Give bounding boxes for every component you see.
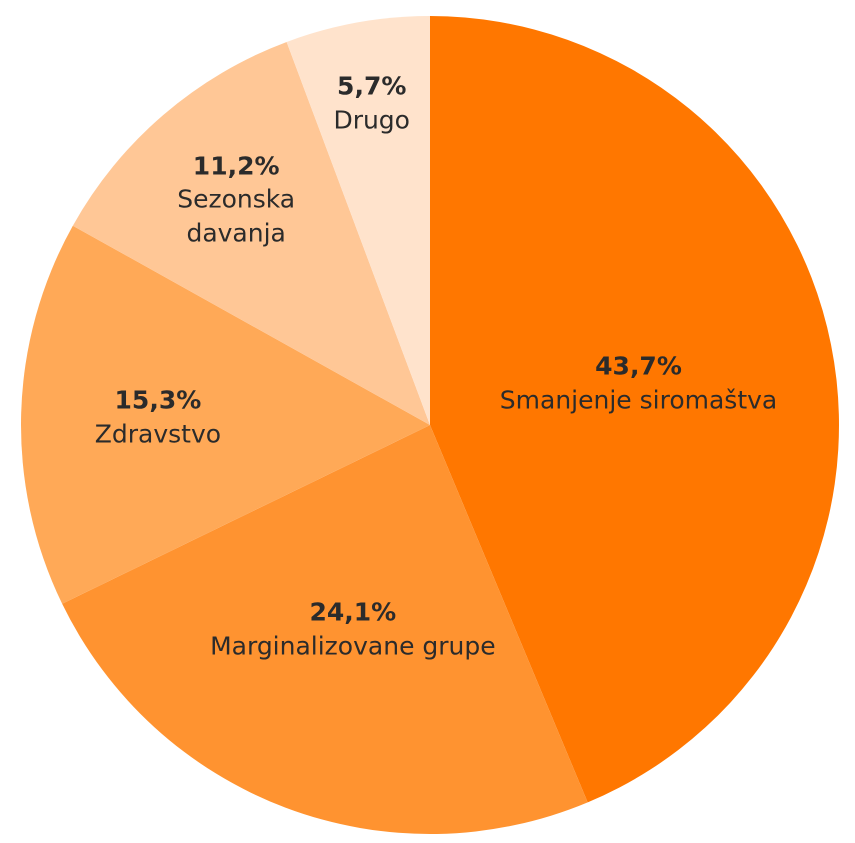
slice — [430, 16, 840, 803]
slice — [286, 16, 430, 425]
category-label: Zdravstvo — [94, 419, 222, 449]
category-label: Sezonska davanja — [177, 184, 296, 248]
slice — [20, 225, 430, 604]
value-label: 24,1% — [309, 597, 397, 627]
category-label: Smanjenje siromaštva — [499, 385, 778, 415]
category-label: Drugo — [333, 105, 410, 135]
value-label: 11,2% — [192, 150, 280, 180]
value-label: 15,3% — [114, 385, 202, 415]
slice — [72, 41, 430, 425]
slice-label: 43,7% Smanjenje siromaštva — [500, 349, 777, 417]
slice-label: 11,2% Sezonska davanja — [156, 149, 316, 250]
slice — [62, 425, 588, 835]
category-label: Marginalizovane grupe — [210, 631, 496, 661]
value-label: 5,7% — [337, 71, 407, 101]
slice-label: 5,7% Drugo — [292, 69, 452, 137]
value-label: 43,7% — [595, 351, 682, 381]
slice-label: 24,1% Marginalizovane grupe — [210, 595, 496, 663]
slice-label: 15,3% Zdravstvo — [95, 384, 221, 452]
